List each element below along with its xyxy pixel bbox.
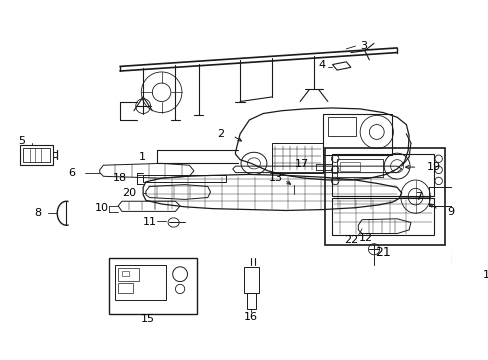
Bar [109,258,196,314]
Text: 22: 22 [343,235,357,245]
Text: 15: 15 [141,314,154,324]
Bar [115,265,166,300]
Bar [339,162,360,171]
Bar [336,159,383,177]
Text: 2: 2 [217,129,224,139]
Bar [272,143,323,172]
Bar [23,148,50,162]
Text: 6: 6 [69,168,76,177]
Bar [118,283,133,293]
Text: 7: 7 [414,192,421,202]
Text: 19: 19 [426,162,440,172]
Text: 14: 14 [481,270,488,280]
Bar [246,293,255,309]
Bar [143,175,226,182]
Bar [118,268,138,281]
Text: 16: 16 [244,312,258,322]
Text: 1: 1 [139,152,145,162]
Text: 21: 21 [375,246,390,258]
Text: 8: 8 [34,208,41,218]
Text: 4: 4 [318,60,325,71]
Text: 5: 5 [19,136,25,146]
Text: 10: 10 [95,203,109,213]
Bar [327,117,355,136]
Bar [325,148,444,245]
Text: 13: 13 [268,173,282,183]
Text: 9: 9 [446,207,453,217]
Text: 20: 20 [122,188,137,198]
Bar [323,113,392,155]
Text: 18: 18 [113,173,127,183]
Text: 12: 12 [358,233,372,243]
Text: 3: 3 [360,41,366,51]
Text: 11: 11 [142,217,157,228]
Bar [20,145,53,165]
Bar [332,154,433,196]
Bar [122,270,129,276]
Bar [244,267,258,293]
Bar [332,198,433,235]
Text: 17: 17 [295,159,309,169]
